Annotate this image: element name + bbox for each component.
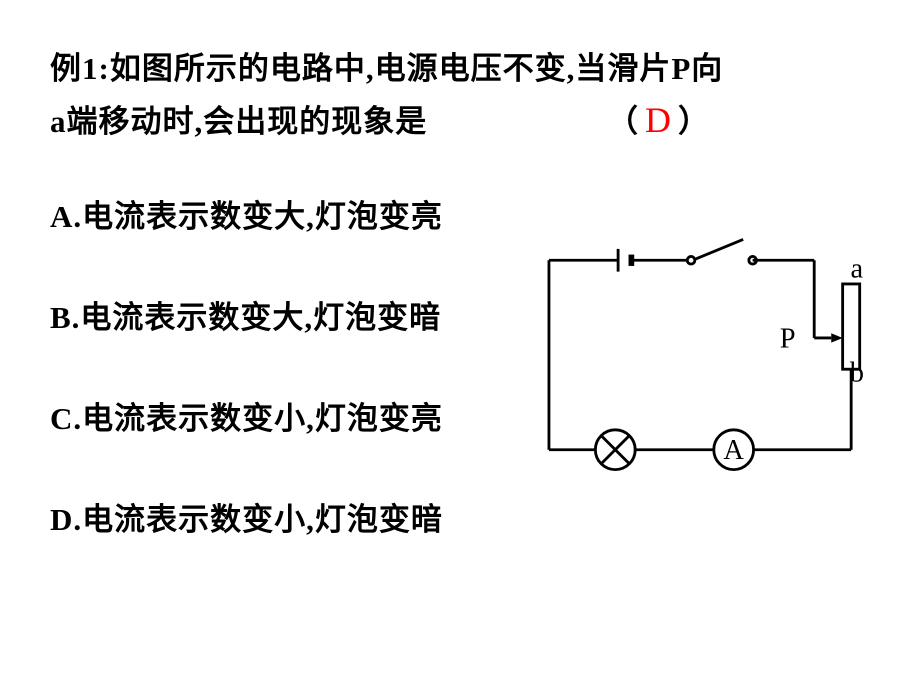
question-line2-stem: a端移动时,会出现的现象是 bbox=[50, 98, 427, 146]
option-d: D.电流表示数变小,灯泡变暗 bbox=[50, 494, 870, 539]
circuit-diagram: Aa b P bbox=[530, 225, 890, 485]
svg-text:a: a bbox=[851, 253, 864, 284]
question-line1: 例1:如图所示的电路中,电源电压不变,当滑片P向 bbox=[50, 45, 870, 93]
paren-open: （ bbox=[607, 104, 639, 139]
svg-text:A: A bbox=[723, 435, 744, 466]
answer-letter: D bbox=[639, 100, 678, 140]
svg-text:b: b bbox=[850, 358, 864, 389]
svg-text:P: P bbox=[780, 323, 796, 354]
paren-close: ） bbox=[678, 104, 710, 139]
answer-slot: （D） bbox=[427, 93, 870, 149]
